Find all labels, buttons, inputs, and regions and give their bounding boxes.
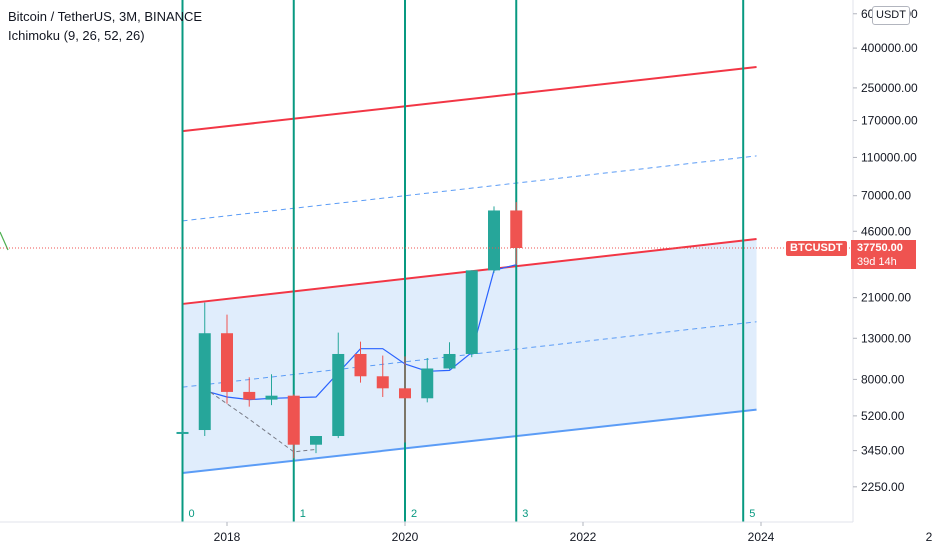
price-tick-label: 5200.00 bbox=[861, 409, 905, 423]
price-axis-labels: 600000.00400000.00250000.00170000.001100… bbox=[853, 7, 918, 494]
price-tick-label: 110000.00 bbox=[861, 150, 917, 164]
time-axis-labels: 2018 2020 2022 2024 2026 bbox=[214, 522, 932, 544]
time-tick-label: 2026 bbox=[926, 530, 932, 544]
candle-body bbox=[265, 395, 278, 400]
time-tick-label: 2020 bbox=[392, 530, 419, 544]
current-price-tag: 37750.00 39d 14h bbox=[851, 240, 916, 269]
candle-body bbox=[332, 353, 345, 437]
candle-body bbox=[488, 210, 500, 271]
price-tick-label: 70000.00 bbox=[861, 189, 911, 203]
candle-body bbox=[376, 376, 389, 389]
candle-body bbox=[287, 395, 300, 445]
candle-body bbox=[399, 388, 411, 399]
candle-body bbox=[176, 431, 189, 434]
chart-legend: Bitcoin / TetherUS, 3M, BINANCE Ichimoku… bbox=[8, 7, 202, 45]
chart-title: Bitcoin / TetherUS, 3M, BINANCE bbox=[8, 9, 203, 24]
current-price-value: 37750.00 bbox=[857, 242, 903, 254]
price-tick-label: 250000.00 bbox=[861, 81, 918, 95]
channel-fill bbox=[182, 238, 757, 473]
cycle-label: 3 bbox=[522, 508, 528, 520]
channel-upper-outer-line bbox=[182, 66, 757, 133]
price-tick-label: 13000.00 bbox=[861, 331, 911, 345]
channel-upper-mid-line bbox=[182, 155, 757, 222]
ichimoku-span-edge bbox=[0, 231, 9, 251]
currency-badge[interactable]: USDT bbox=[872, 6, 910, 25]
channel-lower-line bbox=[182, 408, 757, 474]
candle-body bbox=[421, 368, 434, 399]
ichimoku-lagging-line bbox=[204, 387, 317, 453]
bar-countdown: 39d 14h bbox=[857, 256, 897, 268]
time-tick-label: 2024 bbox=[748, 530, 775, 544]
price-tick-label: 3450.00 bbox=[861, 444, 905, 458]
candle-body bbox=[198, 333, 211, 431]
regression-channel bbox=[182, 66, 757, 474]
candlesticks bbox=[176, 202, 523, 459]
candle-body bbox=[465, 270, 478, 354]
cycle-label: 1 bbox=[300, 508, 306, 520]
price-tick-label: 170000.00 bbox=[861, 114, 918, 128]
price-tick-label: 2250.00 bbox=[861, 480, 905, 494]
symbol-price-tag: BTCUSDT bbox=[786, 241, 847, 256]
candle-body bbox=[354, 353, 367, 377]
cycle-label: 2 bbox=[411, 508, 417, 520]
price-tick-label: 46000.00 bbox=[861, 224, 911, 238]
candle-body bbox=[510, 210, 523, 248]
cycle-label: 5 bbox=[749, 508, 755, 520]
time-tick-label: 2018 bbox=[214, 530, 241, 544]
candle-body bbox=[243, 391, 256, 400]
cycle-label: 0 bbox=[189, 508, 195, 520]
indicator-label: Ichimoku (9, 26, 52, 26) bbox=[8, 28, 145, 43]
candle-body bbox=[443, 353, 456, 369]
price-tick-label: 8000.00 bbox=[861, 372, 905, 386]
candle-body bbox=[310, 436, 322, 445]
time-tick-label: 2022 bbox=[570, 530, 597, 544]
price-tick-label: 21000.00 bbox=[861, 291, 911, 305]
candle-body bbox=[221, 333, 233, 392]
price-tick-label: 400000.00 bbox=[861, 41, 918, 55]
